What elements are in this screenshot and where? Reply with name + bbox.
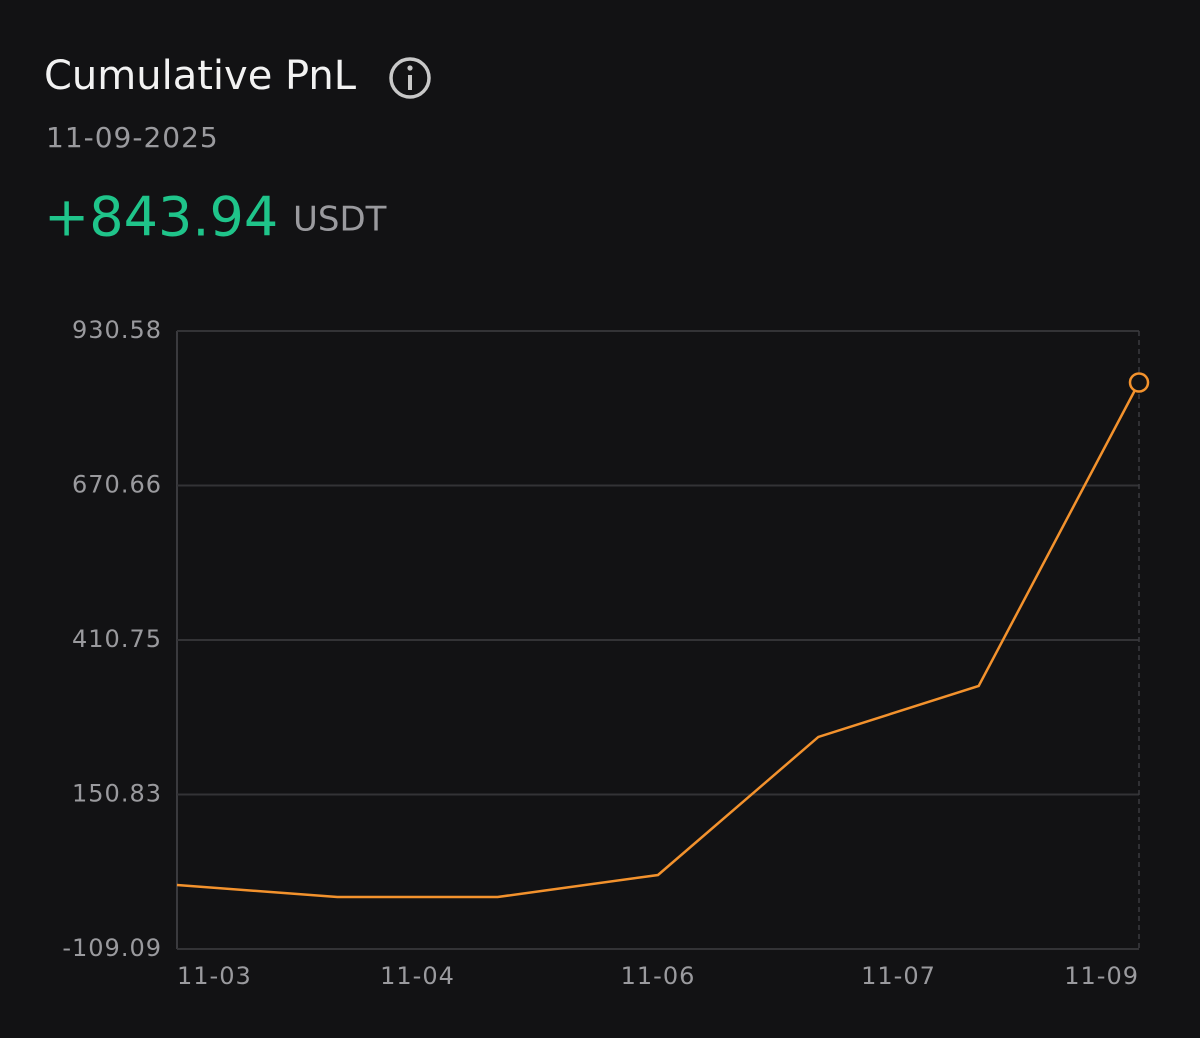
last-point-marker [1128, 372, 1150, 393]
x-tick-label: 11-03 [177, 962, 252, 990]
x-tick-label: 11-09 [1064, 962, 1139, 990]
x-tick-label: 11-07 [861, 962, 936, 990]
y-tick-label: -109.09 [62, 934, 162, 962]
x-tick-label: 11-06 [621, 962, 696, 990]
y-tick-label: 150.83 [72, 779, 162, 807]
info-icon[interactable] [389, 57, 431, 99]
y-tick-label: 410.75 [72, 625, 162, 653]
x-tick-label: 11-04 [380, 962, 455, 990]
unit: USDT [293, 200, 387, 240]
title: Cumulative PnL [44, 53, 357, 99]
pnl-line [176, 381, 1141, 899]
date: 11-09-2025 [46, 121, 219, 154]
pnl-value: +843.94 [44, 186, 278, 249]
y-tick-label: 930.58 [72, 316, 162, 344]
y-tick-label: 670.66 [72, 471, 162, 499]
